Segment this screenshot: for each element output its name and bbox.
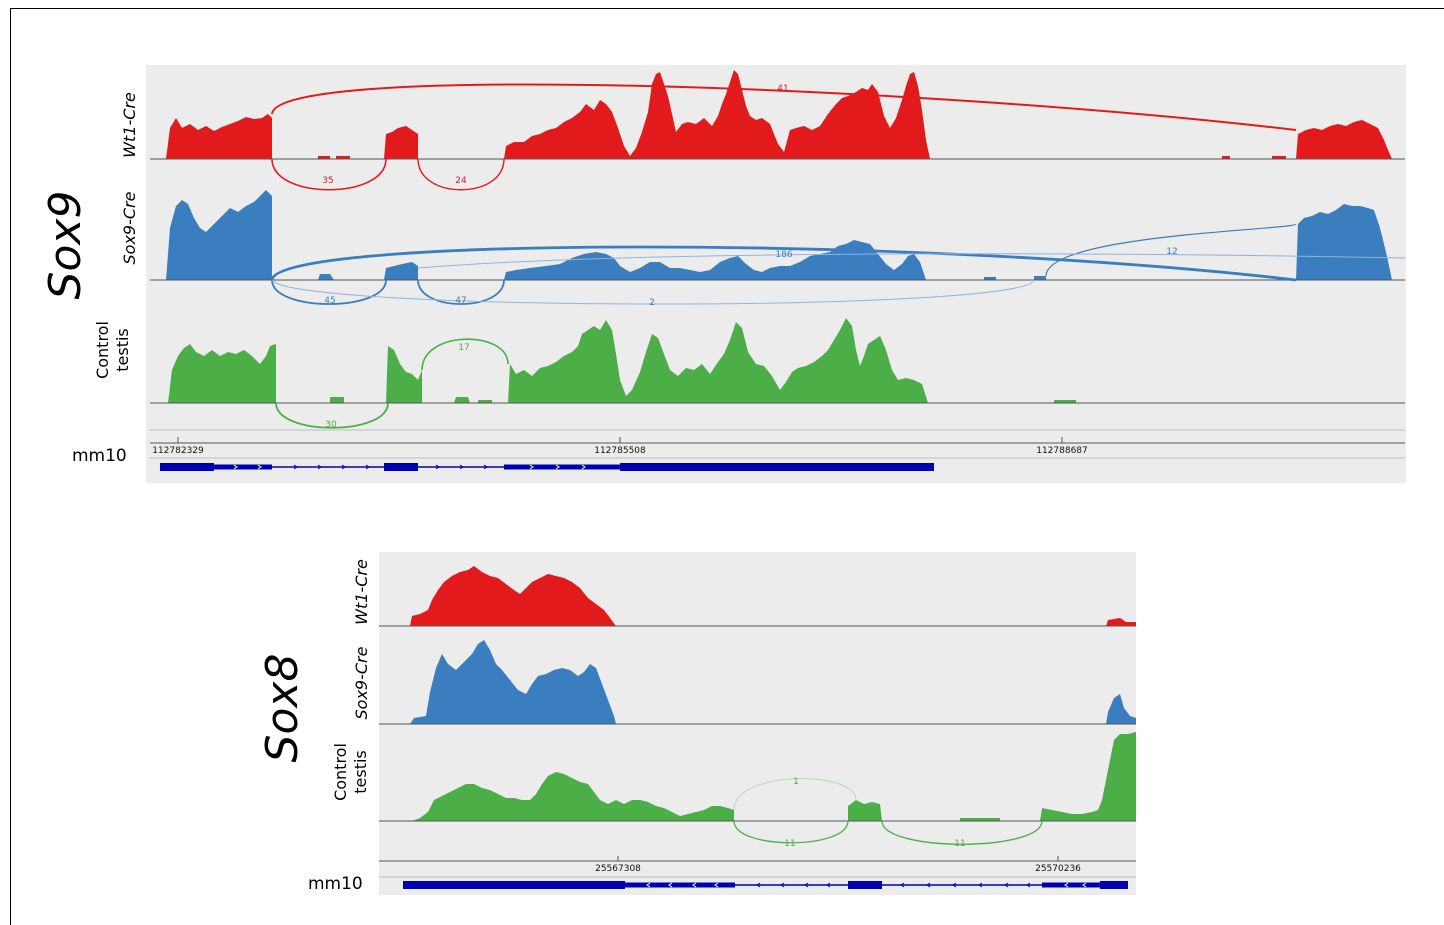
sox9-control-junction-arc-30 (275, 402, 389, 429)
sox8-panel: Sox8 Wt1-Cre Sox9-Cre Control testis 1 1… (257, 552, 1136, 895)
sox8-control-track-label-line2: testis (351, 750, 370, 794)
sox8-sox9cre-track-label: Sox9-Cre (352, 646, 371, 719)
sox9-control-junction-label-30: 30 (325, 420, 337, 430)
sox9-sox9cre-junction-label-47: 47 (455, 296, 466, 306)
sox8-control-junction-label-11a: 11 (784, 839, 795, 849)
sox9-sox9cre-junction-label-12: 12 (1166, 247, 1177, 257)
sox8-control-junction-arc-11b (881, 820, 1043, 845)
frame-left-border (10, 8, 11, 925)
sox8-wt1-coverage (410, 566, 1136, 626)
sox9-sox9cre-junction-arc-186 (270, 245, 1297, 282)
sox9-control-track-label-line1: Control (93, 321, 112, 379)
sox9-wt1-junction-arc-24 (417, 158, 505, 191)
sox9-sox9cre-junction-arc-2 (271, 279, 1035, 305)
sox8-gene-label: Sox8 (257, 654, 308, 763)
sox8-control-coverage (412, 732, 1136, 821)
sox8-control-junction-label-1: 1 (793, 777, 799, 787)
frame-top-border (10, 8, 1444, 9)
sox8-tick-label-2: 25570236 (1035, 864, 1081, 874)
sox8-gene-model (403, 881, 1128, 889)
sox9-wt1-junction-label-24: 24 (455, 176, 467, 186)
sox8-sox9cre-coverage (410, 640, 1136, 724)
sox9-wt1-track-label: Wt1-Cre (120, 92, 139, 158)
sox9-sox9cre-junction-label-2: 2 (649, 298, 655, 308)
sox8-wt1-track-label: Wt1-Cre (352, 559, 371, 625)
sox9-tick-label-1: 112782329 (152, 446, 204, 456)
sox9-tick-label-3: 112788687 (1036, 446, 1088, 456)
sox9-genome-label: mm10 (72, 446, 127, 466)
sox9-tick-label-2: 112785508 (594, 446, 646, 456)
sox9-gene-label: Sox9 (40, 191, 91, 300)
sox9-sox9cre-junction-arc-45 (271, 279, 387, 305)
sox9-control-coverage (168, 318, 1076, 403)
sox9-panel: Sox9 Wt1-Cre Sox9-Cre Control testis 41 … (40, 65, 1406, 483)
sox9-sox9cre-junction-arc-faint (417, 253, 1406, 269)
sox8-control-junction-arc-1 (733, 778, 857, 811)
sox8-control-junction-label-11b: 11 (954, 839, 965, 849)
sox9-control-junction-label-17: 17 (458, 343, 469, 353)
sox8-genome-label: mm10 (308, 874, 363, 894)
sox9-wt1-junction-label-41: 41 (777, 84, 788, 94)
sox9-wt1-junction-label-35: 35 (322, 176, 333, 186)
sox9-sox9cre-junction-arc-12 (1045, 223, 1297, 277)
sox9-sox9cre-junction-label-45: 45 (324, 296, 335, 306)
sox9-wt1-junction-arc-35 (271, 158, 387, 191)
sox9-control-junction-arc-17 (421, 338, 509, 371)
sox9-sox9cre-track-label: Sox9-Cre (120, 191, 139, 264)
sox9-wt1-junction-arc-41 (271, 83, 1297, 131)
sox9-sox9cre-junction-arc-47 (417, 279, 505, 305)
sox8-control-track-label-line1: Control (331, 743, 350, 801)
sox9-sox9cre-junction-label-186: 186 (775, 250, 792, 260)
sox9-control-track-label-line2: testis (113, 328, 132, 372)
sox8-tick-label-1: 25567308 (595, 864, 641, 874)
sox9-gene-model (160, 463, 934, 471)
sox8-control-junction-arc-11a (733, 820, 849, 844)
